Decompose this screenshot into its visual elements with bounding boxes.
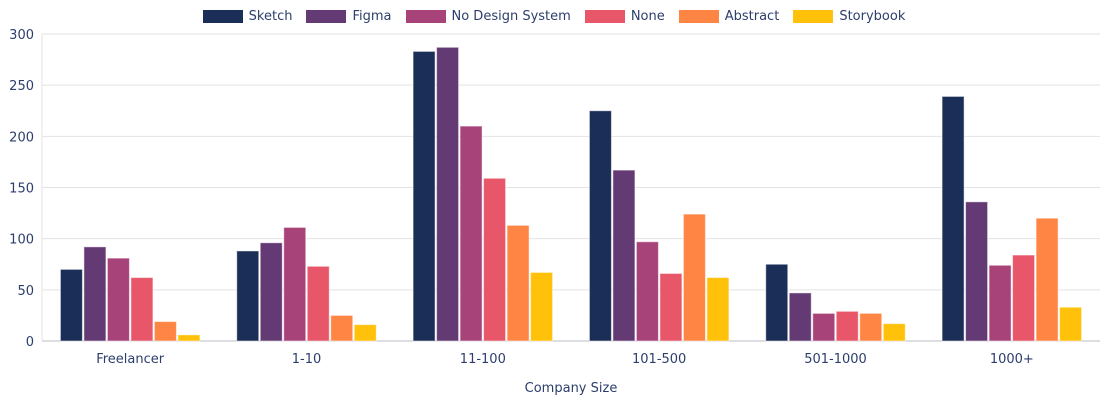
bar-storybook[interactable] [177, 334, 201, 342]
legend-swatch [678, 9, 719, 23]
y-tick-label: 200 [9, 130, 34, 145]
bar-abstract[interactable] [153, 321, 177, 342]
bar-figma[interactable] [612, 169, 636, 342]
x-tick-label: 101-500 [632, 352, 686, 367]
legend-item[interactable]: Sketch [199, 7, 293, 25]
bar-sketch[interactable] [588, 110, 612, 342]
legend-label: Figma [352, 8, 392, 24]
legend-item[interactable]: Storybook [789, 7, 905, 25]
bar-storybook[interactable] [530, 271, 554, 342]
x-tick-label: 1000+ [990, 352, 1034, 367]
legend-label: No Design System [451, 8, 571, 24]
bar-none[interactable] [483, 177, 507, 342]
bar-abstract[interactable] [859, 312, 883, 342]
bar-sketch[interactable] [236, 250, 260, 342]
bar-none[interactable] [130, 277, 154, 342]
legend-label: Storybook [839, 8, 906, 24]
legend-swatch [306, 9, 347, 23]
x-tick-label: 1-10 [292, 352, 322, 367]
bar-storybook[interactable] [353, 324, 377, 342]
y-tick-label: 50 [17, 284, 34, 299]
legend-label: Sketch [248, 8, 293, 24]
bar-abstract[interactable] [330, 314, 354, 342]
legend-swatch [793, 9, 834, 23]
bar-sketch[interactable] [412, 50, 436, 342]
legend-item[interactable]: No Design System [402, 7, 571, 25]
bar-none[interactable] [306, 265, 330, 342]
bar-figma[interactable] [83, 246, 107, 342]
bar-no-design-system[interactable] [635, 241, 659, 342]
x-tick-label: 11-100 [460, 352, 506, 367]
bar-storybook[interactable] [882, 323, 906, 342]
legend-swatch [405, 9, 446, 23]
bar-abstract[interactable] [682, 213, 706, 342]
bar-no-design-system[interactable] [988, 264, 1012, 342]
bar-abstract[interactable] [1035, 217, 1059, 342]
legend-swatch [202, 9, 243, 23]
bar-no-design-system[interactable] [106, 257, 130, 342]
bar-figma[interactable] [436, 46, 460, 342]
bar-sketch[interactable] [941, 95, 965, 342]
y-tick-label: 0 [26, 335, 34, 350]
bar-figma[interactable] [259, 242, 283, 342]
x-tick-label: Freelancer [96, 352, 165, 367]
bar-no-design-system[interactable] [812, 312, 836, 342]
bar-storybook[interactable] [706, 277, 730, 342]
y-tick-label: 300 [9, 28, 34, 43]
bar-none[interactable] [659, 272, 683, 342]
legend-label: Abstract [724, 8, 780, 24]
y-tick-label: 150 [9, 182, 34, 197]
bar-none[interactable] [1012, 254, 1036, 342]
bar-storybook[interactable] [1059, 306, 1083, 342]
bar-no-design-system[interactable] [459, 125, 483, 342]
y-tick-label: 100 [9, 233, 34, 248]
legend-swatch [584, 9, 625, 23]
legend-item[interactable]: Figma [302, 7, 392, 25]
x-tick-label: 501-1000 [804, 352, 867, 367]
bar-figma[interactable] [788, 292, 812, 342]
bar-sketch[interactable] [59, 268, 83, 342]
legend-label: None [630, 8, 665, 24]
bar-figma[interactable] [965, 201, 989, 342]
y-tick-label: 250 [9, 79, 34, 94]
legend: Sketch Figma No Design System None Abstract S… [0, 7, 1104, 25]
legend-item[interactable]: None [581, 7, 665, 25]
bar-abstract[interactable] [506, 224, 530, 342]
bar-none[interactable] [835, 310, 859, 342]
x-axis-title: Company Size [525, 381, 618, 396]
legend-item[interactable]: Abstract [675, 7, 780, 25]
bar-no-design-system[interactable] [283, 226, 307, 342]
bar-sketch[interactable] [765, 263, 789, 342]
